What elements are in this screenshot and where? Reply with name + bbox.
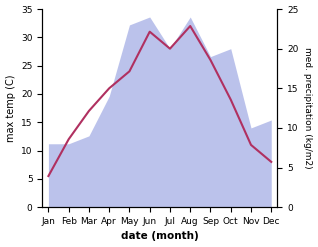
X-axis label: date (month): date (month)	[121, 231, 199, 242]
Y-axis label: med. precipitation (kg/m2): med. precipitation (kg/m2)	[303, 47, 313, 169]
Y-axis label: max temp (C): max temp (C)	[5, 74, 16, 142]
